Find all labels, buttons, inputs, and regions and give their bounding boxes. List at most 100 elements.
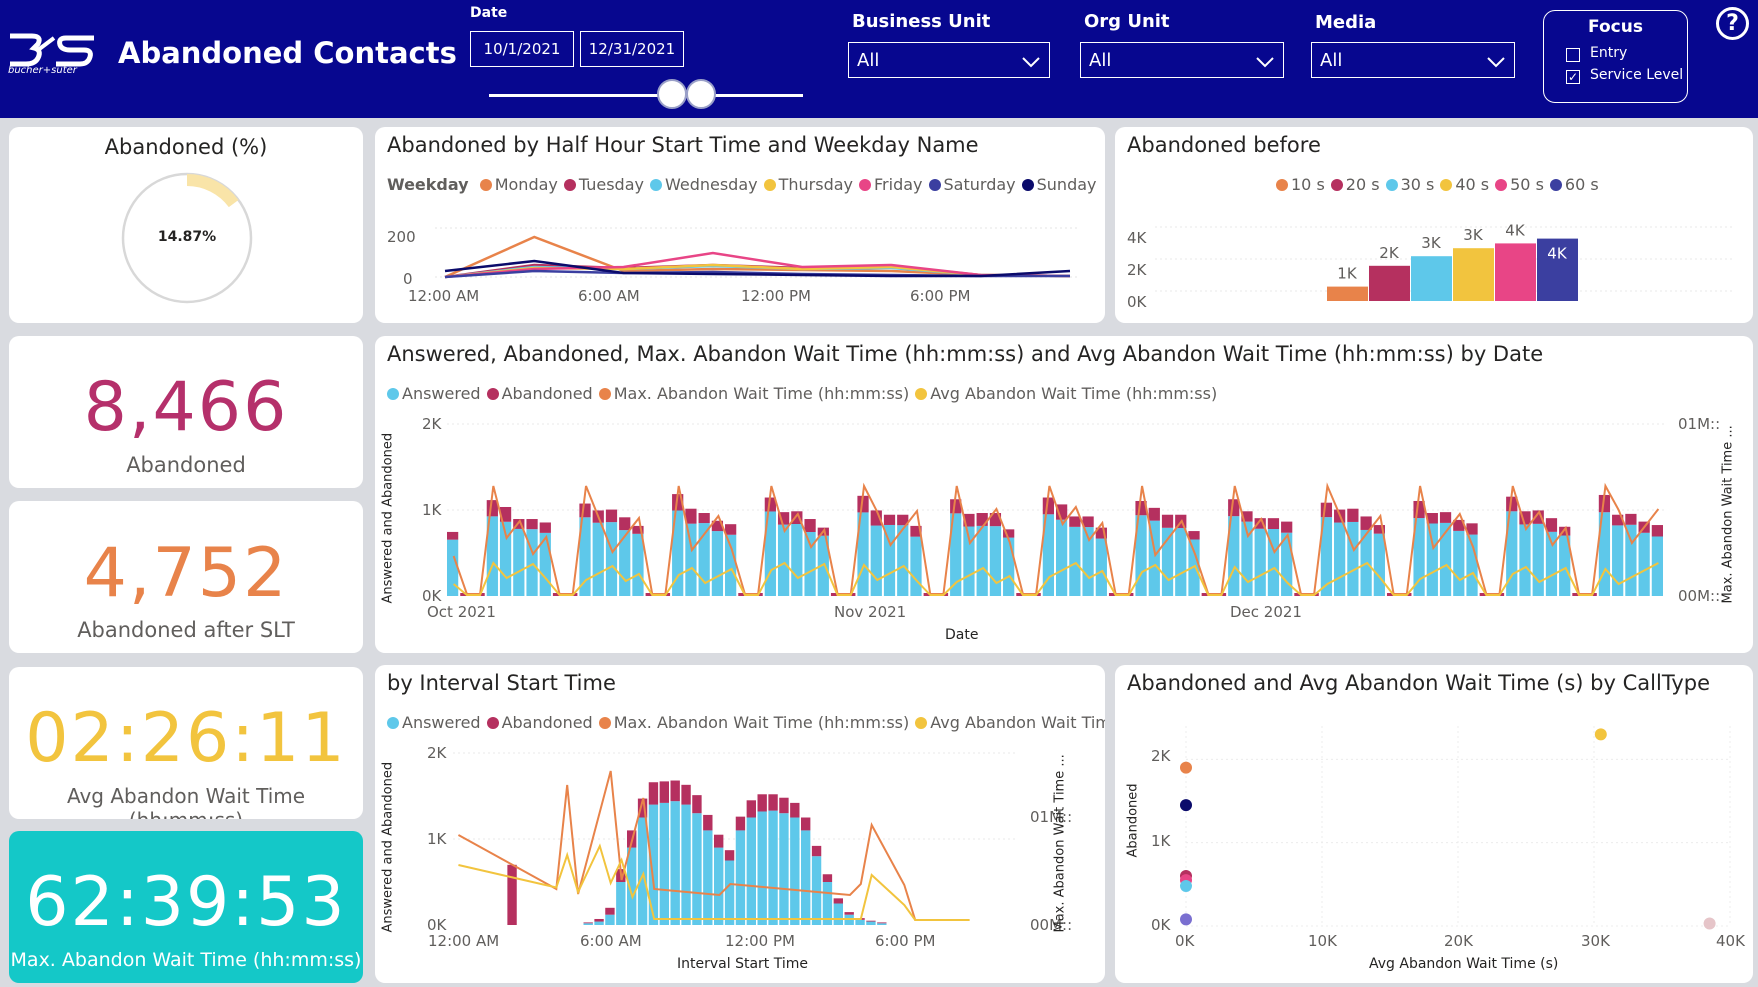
- answered-bar: [791, 524, 803, 596]
- help-icon[interactable]: ?: [1716, 7, 1749, 40]
- max-wait-label: Max. Abandon Wait Time (hh:mm:ss): [10, 949, 362, 971]
- legend-item[interactable]: Wednesday: [664, 175, 758, 194]
- legend-item[interactable]: 20 s: [1345, 175, 1380, 194]
- x-tick: 6:00 PM: [910, 287, 971, 305]
- y-tick: 1K: [427, 830, 447, 848]
- abandoned-bar: [583, 922, 593, 924]
- x-tick: 12:00 AM: [428, 932, 500, 950]
- abandoned-bar: [1042, 497, 1054, 515]
- answered-bar: [486, 516, 498, 596]
- answered-bar: [1148, 520, 1160, 596]
- date-end-input[interactable]: 12/31/2021: [580, 31, 684, 67]
- legend-item[interactable]: 30 s: [1400, 175, 1435, 194]
- abandoned-bar: [1003, 529, 1015, 538]
- answered-bar: [447, 539, 459, 596]
- abandoned-bar: [870, 510, 882, 526]
- abandoned-bar: [791, 511, 803, 525]
- answered-bar: [1439, 522, 1452, 596]
- legend-item[interactable]: Avg Abandon Wait Time (hh:mm:ss): [930, 384, 1218, 403]
- abandoned-bar: [659, 781, 669, 803]
- answered-bar: [1334, 522, 1346, 596]
- abandoned-bar: [692, 795, 702, 814]
- answered-bar: [1161, 527, 1174, 596]
- answered-bar: [592, 522, 604, 596]
- business-unit-dropdown[interactable]: All: [848, 42, 1050, 78]
- legend-item[interactable]: Answered: [402, 713, 481, 732]
- chevron-down-icon: [1487, 57, 1505, 68]
- legend-item[interactable]: Abandoned: [501, 384, 593, 403]
- legend-item[interactable]: Abandoned: [501, 713, 593, 732]
- answered-bar: [1082, 527, 1094, 596]
- abandoned-bar: [989, 513, 1002, 527]
- answered-bar: [1638, 532, 1650, 596]
- legend-item[interactable]: Friday: [874, 175, 923, 194]
- abandoned-bar: [1466, 523, 1478, 535]
- answered-bar: [1254, 528, 1266, 596]
- answered-bar: [648, 804, 659, 925]
- legend-item[interactable]: Thursday: [778, 175, 854, 194]
- media-value: All: [1320, 50, 1343, 71]
- legend-item[interactable]: Max. Abandon Wait Time (hh:mm:ss): [613, 713, 910, 732]
- x-tick: 0K: [1175, 932, 1195, 950]
- answered-bar: [746, 817, 756, 925]
- abandoned-pct-card: Abandoned (%) 14.87%: [9, 127, 363, 323]
- abandoned-bar: [866, 920, 876, 922]
- media-dropdown[interactable]: All: [1311, 42, 1515, 78]
- y-tick: 1K: [422, 501, 442, 519]
- legend-item[interactable]: Avg Abandon Wait Time...: [930, 713, 1105, 732]
- abandoned-bar: [1320, 502, 1333, 518]
- legend-dot: [598, 388, 611, 400]
- abandoned-bar: [746, 800, 756, 818]
- legend-item[interactable]: Monday: [494, 175, 558, 194]
- x-tick: 6:00 AM: [580, 932, 642, 950]
- legend-item[interactable]: Tuesday: [578, 175, 644, 194]
- answered-bar: [817, 535, 829, 596]
- after-slt-value: 4,752: [83, 534, 289, 613]
- date-slider-track[interactable]: [489, 94, 803, 97]
- legend-dot: [1385, 179, 1398, 191]
- legend-item[interactable]: Max. Abandon Wait Time (hh:mm:ss): [613, 384, 910, 403]
- abandoned-bar: [833, 898, 843, 904]
- abandoned-pct-gauge: [121, 172, 253, 304]
- y-tick: 2K: [427, 744, 447, 762]
- answered-bar: [883, 524, 896, 596]
- answered-bar: [703, 830, 713, 925]
- answered-bar: [855, 919, 865, 925]
- header-bar: bucher+suter Abandoned Contacts Date 10/…: [0, 0, 1758, 118]
- legend-item[interactable]: 50 s: [1510, 175, 1544, 194]
- date-slider-handle-end[interactable]: [686, 79, 716, 109]
- x-tick: 12:00 PM: [741, 287, 811, 305]
- date-start-input[interactable]: 10/1/2021: [470, 31, 574, 67]
- focus-entry-checkbox[interactable]: [1566, 48, 1580, 62]
- abandoned-label: Abandoned: [126, 453, 246, 477]
- legend-item[interactable]: Saturday: [943, 175, 1016, 194]
- legend-item[interactable]: 40 s: [1455, 175, 1490, 194]
- interval-legend: Answered Abandoned Max. Abandon Wait Time …: [381, 713, 1105, 732]
- answered-bar: [1545, 531, 1558, 596]
- date-slider-handle-start[interactable]: [657, 79, 687, 109]
- legend-item[interactable]: 60 s: [1564, 175, 1599, 194]
- abandoned-bar: [735, 816, 746, 831]
- abandoned-bar: [811, 845, 822, 857]
- abandoned-bar: [711, 520, 724, 532]
- legend-item[interactable]: Answered: [402, 384, 481, 403]
- data-label: 2K: [1379, 244, 1400, 262]
- abandoned-bar: [513, 519, 525, 529]
- abandoned-bar: [637, 798, 648, 818]
- abandoned-bar: [857, 495, 869, 513]
- focus-service-level-checkbox[interactable]: ✓: [1566, 70, 1580, 84]
- legend-item[interactable]: Sunday: [1036, 175, 1097, 194]
- legend-dot: [1440, 179, 1453, 191]
- weekday-legend: Weekday Monday Tuesday Wednesday Thursday Fr…: [387, 175, 1097, 194]
- answered-bar: [627, 847, 637, 925]
- org-unit-dropdown[interactable]: All: [1080, 42, 1284, 78]
- answered-bar: [692, 813, 702, 925]
- legend-dot: [486, 388, 499, 400]
- answered-bar: [897, 525, 909, 596]
- abandoned-bar: [844, 912, 854, 915]
- abandoned-bar: [1267, 518, 1280, 530]
- y-tick: 200: [387, 228, 416, 246]
- legend-item[interactable]: 10 s: [1291, 175, 1325, 194]
- abandoned-bar: [764, 497, 776, 512]
- company-logo: [10, 33, 94, 67]
